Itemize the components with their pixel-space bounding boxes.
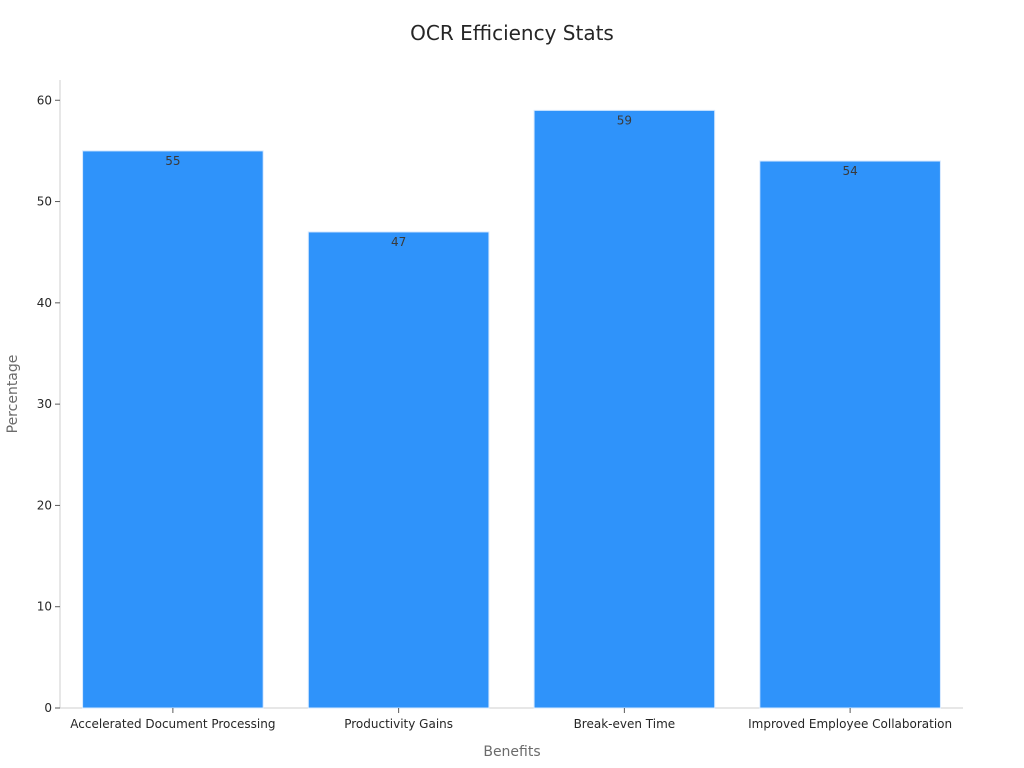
y-tick-label: 50 (37, 195, 52, 209)
y-tick-label: 0 (44, 701, 52, 715)
y-axis-label: Percentage (5, 355, 21, 434)
bar (533, 109, 716, 709)
bar-value-label: 59 (617, 113, 632, 127)
bar-value-label: 47 (391, 235, 406, 249)
bar (759, 160, 941, 709)
x-tick-label: Accelerated Document Processing (70, 717, 275, 731)
x-axis-label: Benefits (483, 744, 540, 760)
bar-value-label: 55 (165, 154, 180, 168)
chart-title: OCR Efficiency Stats (410, 21, 614, 45)
bar-value-label: 54 (842, 164, 857, 178)
y-tick-label: 10 (37, 600, 52, 614)
x-tick-label: Break-even Time (574, 717, 676, 731)
y-tick-label: 20 (37, 498, 52, 512)
bar (307, 231, 490, 709)
bar (82, 150, 264, 709)
plot-area: 0 10 20 30 40 50 60 55 Accelerated Document Proc… (37, 80, 963, 731)
y-tick-label: 60 (37, 93, 52, 107)
x-tick-label: Improved Employee Collaboration (748, 717, 952, 731)
x-tick-label: Productivity Gains (344, 717, 453, 731)
y-tick-label: 40 (37, 296, 52, 310)
y-tick-label: 30 (37, 397, 52, 411)
